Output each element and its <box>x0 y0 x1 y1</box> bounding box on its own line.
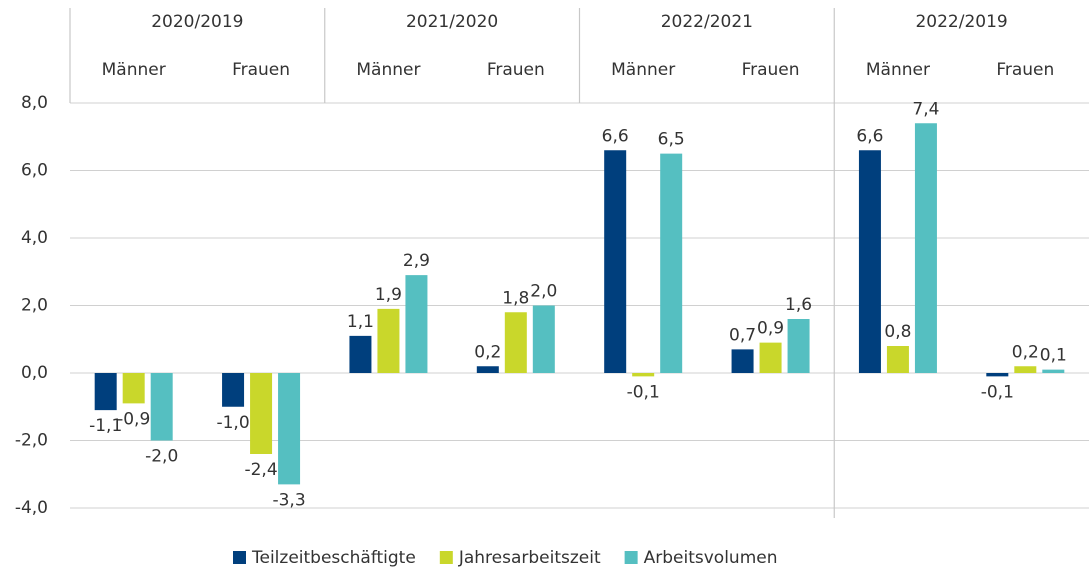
bar <box>1014 366 1037 373</box>
value-label: 6,5 <box>658 130 685 150</box>
y-tick-label: 6,0 <box>21 161 48 181</box>
value-label: -1,1 <box>89 416 122 436</box>
category-label: Frauen <box>996 60 1054 80</box>
category-label: Männer <box>611 60 675 80</box>
bar <box>476 366 499 373</box>
bar <box>405 275 428 373</box>
y-tick-label: -4,0 <box>15 498 48 518</box>
bar <box>532 305 555 373</box>
category-label: Männer <box>102 60 166 80</box>
value-label: 1,8 <box>502 288 529 308</box>
y-tick-label: 4,0 <box>21 228 48 248</box>
category-label: Männer <box>356 60 420 80</box>
bar <box>731 349 754 373</box>
bar <box>604 150 627 373</box>
legend-swatch <box>439 551 453 564</box>
y-tick-label: -2,0 <box>15 431 48 451</box>
value-label: 0,2 <box>1012 342 1039 362</box>
value-label: 0,2 <box>474 342 501 362</box>
value-label: -0,9 <box>117 409 150 429</box>
value-label: 1,9 <box>375 285 402 305</box>
value-label: -3,3 <box>272 490 305 510</box>
value-label: 6,6 <box>602 126 629 146</box>
value-label: 6,6 <box>856 126 883 146</box>
y-tick-label: 8,0 <box>21 93 48 113</box>
y-tick-label: 0,0 <box>21 363 48 383</box>
value-label: 2,0 <box>530 282 557 302</box>
value-label: -2,4 <box>244 460 277 480</box>
value-label: -0,1 <box>981 382 1014 402</box>
bar <box>787 319 810 373</box>
group-label: 2022/2019 <box>915 12 1007 32</box>
legend-swatch <box>233 551 246 564</box>
category-label: Frauen <box>232 60 290 80</box>
legend-label: Arbeitsvolumen <box>644 548 778 568</box>
bar <box>886 346 909 373</box>
value-label: 7,4 <box>912 99 939 119</box>
value-label: 0,7 <box>729 325 756 345</box>
legend-label: Teilzeitbeschäftigte <box>251 548 416 568</box>
value-label: 0,8 <box>884 322 911 342</box>
bar <box>250 373 273 454</box>
category-label: Frauen <box>742 60 800 80</box>
bar <box>914 123 937 373</box>
value-label: -2,0 <box>145 447 178 467</box>
value-label: 2,9 <box>403 251 430 271</box>
value-label: -0,1 <box>627 382 660 402</box>
value-label: 0,9 <box>757 319 784 339</box>
bar <box>858 150 881 373</box>
bar <box>660 153 683 373</box>
bar <box>759 342 782 373</box>
group-label: 2021/2020 <box>406 12 498 32</box>
value-label: 1,6 <box>785 295 812 315</box>
bar <box>1042 369 1065 373</box>
y-tick-label: 2,0 <box>21 296 48 316</box>
legend-swatch <box>624 551 638 564</box>
bar <box>632 373 655 377</box>
value-label: 1,1 <box>347 312 374 332</box>
category-label: Männer <box>866 60 930 80</box>
bar <box>222 373 245 407</box>
bar <box>122 373 145 404</box>
group-label: 2020/2019 <box>151 12 243 32</box>
bar <box>150 373 173 441</box>
bar <box>377 308 400 373</box>
bar <box>349 335 372 373</box>
legend-label: Jahresarbeitszeit <box>458 548 601 568</box>
bar <box>278 373 301 485</box>
group-label: 2022/2021 <box>661 12 753 32</box>
bar <box>986 373 1009 377</box>
value-label: -1,0 <box>216 413 249 433</box>
bar <box>504 312 527 373</box>
value-label: 0,1 <box>1040 346 1067 366</box>
bar <box>94 373 117 411</box>
category-label: Frauen <box>487 60 545 80</box>
